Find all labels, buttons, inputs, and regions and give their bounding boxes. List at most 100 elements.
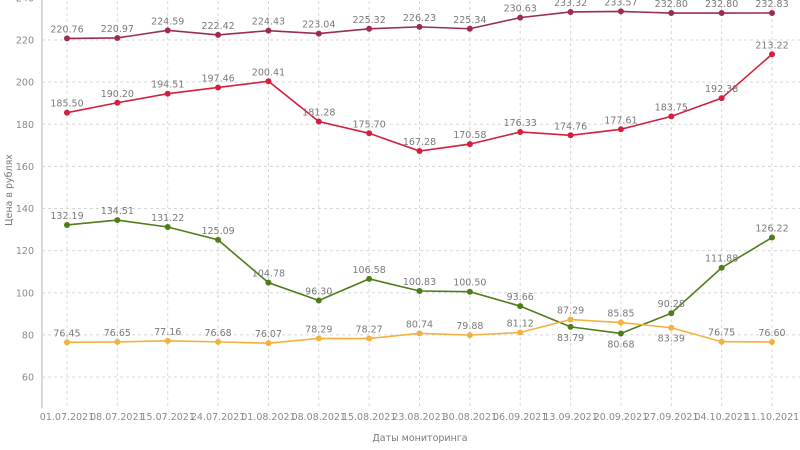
data-label: 185.50 <box>50 99 83 110</box>
data-label: 96.30 <box>305 287 332 298</box>
data-label: 232.80 <box>655 0 688 10</box>
data-point[interactable] <box>567 132 574 139</box>
data-point[interactable] <box>315 30 322 37</box>
data-label: 213.22 <box>755 40 788 51</box>
data-label: 78.27 <box>356 325 383 336</box>
data-point[interactable] <box>215 84 222 91</box>
x-tick-label: 15.08.2021 <box>342 412 396 423</box>
data-point[interactable] <box>64 339 70 346</box>
data-label: 224.43 <box>252 17 285 28</box>
data-point[interactable] <box>164 337 171 344</box>
data-point[interactable] <box>215 31 222 38</box>
x-tick-label: 15.07.2021 <box>141 412 195 423</box>
data-point[interactable] <box>668 310 675 317</box>
data-label: 226.23 <box>403 13 436 24</box>
data-label: 220.76 <box>50 24 83 35</box>
data-point[interactable] <box>466 141 473 148</box>
data-point[interactable] <box>215 338 222 345</box>
data-point[interactable] <box>466 332 473 339</box>
data-point[interactable] <box>668 324 675 331</box>
data-label: 76.68 <box>204 328 231 339</box>
data-label: 81.12 <box>507 319 534 330</box>
data-point[interactable] <box>265 78 272 85</box>
data-label: 85.85 <box>607 309 634 320</box>
x-tick-label: 30.08.2021 <box>443 412 497 423</box>
y-tick-label: 100 <box>16 288 34 299</box>
data-point[interactable] <box>416 23 423 30</box>
data-point[interactable] <box>617 126 624 133</box>
data-point[interactable] <box>164 90 171 97</box>
data-point[interactable] <box>265 27 272 34</box>
data-point[interactable] <box>718 264 725 271</box>
data-point[interactable] <box>114 34 121 41</box>
data-label: 76.60 <box>758 328 785 339</box>
data-point[interactable] <box>668 113 675 120</box>
series-2: 185.50 190.20 194.51 197.46 200.41 181.28 175.… <box>50 40 789 155</box>
data-label: 76.45 <box>53 328 80 339</box>
data-point[interactable] <box>617 8 624 15</box>
data-label: 232.83 <box>755 0 788 10</box>
data-point[interactable] <box>114 338 121 345</box>
data-point[interactable] <box>718 338 725 345</box>
data-point[interactable] <box>164 27 171 34</box>
data-point[interactable] <box>517 14 524 21</box>
x-tick-label: 11.10.2021 <box>745 412 799 423</box>
data-label: 87.29 <box>557 306 584 317</box>
data-point[interactable] <box>265 279 272 286</box>
data-point[interactable] <box>215 236 222 243</box>
data-point[interactable] <box>567 323 574 330</box>
y-tick-label: 120 <box>16 246 34 257</box>
data-point[interactable] <box>416 330 423 337</box>
data-point[interactable] <box>718 10 725 17</box>
data-point[interactable] <box>668 10 675 17</box>
data-label: 174.76 <box>554 121 587 132</box>
data-point[interactable] <box>466 25 473 32</box>
data-label: 78.29 <box>305 324 332 335</box>
data-point[interactable] <box>416 288 423 295</box>
data-label: 131.22 <box>151 213 184 224</box>
data-point[interactable] <box>769 234 775 241</box>
data-point[interactable] <box>114 217 121 224</box>
data-point[interactable] <box>718 95 725 102</box>
data-point[interactable] <box>517 303 524 310</box>
data-point[interactable] <box>769 51 775 58</box>
data-point[interactable] <box>567 8 574 15</box>
data-point[interactable] <box>366 335 373 342</box>
data-point[interactable] <box>315 118 322 125</box>
x-axis-label: Даты мониторинга <box>372 433 467 444</box>
y-tick-label: 140 <box>16 204 34 215</box>
data-point[interactable] <box>64 109 70 116</box>
data-point[interactable] <box>617 330 624 337</box>
data-point[interactable] <box>466 288 473 295</box>
data-point[interactable] <box>517 329 524 336</box>
data-point[interactable] <box>366 130 373 137</box>
data-label: 181.28 <box>302 108 335 119</box>
data-point[interactable] <box>366 275 373 282</box>
y-axis-label: Цена в рублях <box>4 154 15 226</box>
data-label: 80.68 <box>607 339 634 350</box>
data-point[interactable] <box>315 335 322 342</box>
data-point[interactable] <box>366 25 373 32</box>
data-point[interactable] <box>769 9 775 16</box>
data-label: 134.51 <box>101 206 134 217</box>
data-point[interactable] <box>617 319 624 326</box>
data-point[interactable] <box>416 148 423 155</box>
data-label: 100.83 <box>403 277 436 288</box>
x-tick-label: 04.10.2021 <box>694 412 748 423</box>
data-label: 170.58 <box>453 130 486 141</box>
data-label: 76.75 <box>708 328 735 339</box>
x-tick-label: 06.09.2021 <box>493 412 547 423</box>
data-point[interactable] <box>769 339 775 346</box>
data-point[interactable] <box>315 297 322 304</box>
y-tick-label: 80 <box>22 330 34 341</box>
data-label: 220.97 <box>101 24 134 35</box>
data-point[interactable] <box>114 99 121 106</box>
data-point[interactable] <box>64 35 70 42</box>
data-label: 224.59 <box>151 16 184 27</box>
data-point[interactable] <box>64 221 70 228</box>
data-point[interactable] <box>567 316 574 323</box>
data-point[interactable] <box>164 223 171 230</box>
data-point[interactable] <box>517 128 524 135</box>
data-point[interactable] <box>265 340 272 347</box>
